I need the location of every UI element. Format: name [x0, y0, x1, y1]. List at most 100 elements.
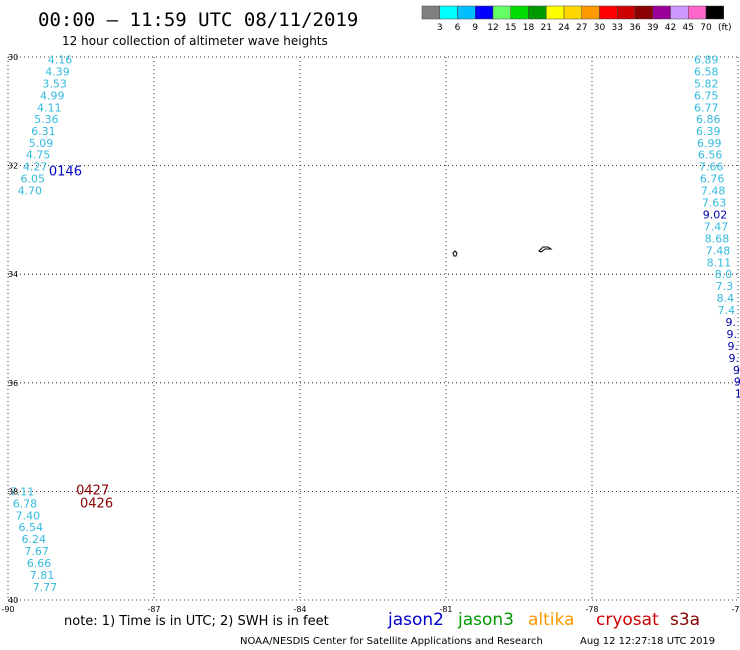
swh-value: 6.56 [698, 149, 723, 162]
scale-swatch [510, 5, 529, 20]
swh-value: 7.67 [24, 545, 49, 558]
swh-value: 9. [728, 352, 739, 365]
pass-time: 0426 [80, 496, 113, 511]
x-tick-label: -75 [731, 605, 740, 614]
timestamp: Aug 12 12:27:18 UTC 2019 [580, 636, 715, 647]
scale-swatch [581, 5, 600, 20]
swh-value: 6.66 [27, 557, 52, 570]
coastline-features [452, 246, 553, 257]
pass-time: 0146 [49, 165, 82, 180]
x-tick-label: -87 [147, 605, 160, 614]
swh-value: 7.4 [718, 304, 736, 317]
island-outline [452, 250, 458, 257]
pass-time: 0427 [76, 483, 109, 498]
scale-label: 70 [700, 23, 712, 33]
scale-swatch [705, 5, 724, 20]
swh-value: 9. [727, 328, 738, 341]
swh-value: 6.78 [13, 497, 38, 510]
scale-label: 42 [665, 23, 676, 33]
x-tick-label: -78 [585, 605, 598, 614]
island-outline [538, 246, 553, 253]
satellite-legend: jason2 jason3 altika cryosat s3a [387, 610, 700, 630]
scale-swatch [670, 5, 689, 20]
y-tick-label: 38 [8, 487, 18, 496]
swh-value: 7.63 [702, 197, 727, 210]
swh-value: 5.09 [29, 137, 54, 150]
chart-title: 00:00 – 11:59 UTC 08/11/2019 [38, 9, 358, 31]
scale-swatch [457, 5, 476, 20]
satellite-name: altika [528, 610, 575, 630]
satellite-name: cryosat [596, 610, 659, 630]
scale-swatch [492, 5, 511, 20]
scale-label: 36 [629, 23, 641, 33]
swh-value: 7.11 [10, 485, 35, 498]
y-tick-label: 32 [8, 162, 18, 171]
swh-value: 4.99 [40, 90, 65, 103]
swh-value: 6.58 [694, 66, 719, 79]
lat-lon-grid [7, 56, 739, 601]
scale-label: 24 [558, 23, 570, 33]
swh-value: 6.89 [694, 54, 719, 67]
swh-value: 6.05 [20, 173, 45, 186]
swh-value: 4.70 [18, 185, 43, 198]
scale-label: 18 [523, 23, 535, 33]
swh-value: 3.53 [42, 78, 67, 91]
color-scale-legend: 3 6 9 12 15 18 21 24 27 30 33 36 39 42 45 70 (ft) [421, 5, 732, 33]
swh-value: 7.3 [716, 280, 734, 293]
swh-value: 6.39 [696, 125, 721, 138]
swh-value: 9.02 [703, 208, 728, 221]
scale-swatch [599, 5, 618, 20]
chart-subtitle: 12 hour collection of altimeter wave hei… [62, 34, 328, 48]
scale-swatch [617, 5, 636, 20]
swh-value: 7.66 [699, 161, 724, 174]
scale-swatch [652, 5, 671, 20]
swh-value: 9. [728, 340, 739, 353]
scale-swatch [528, 5, 547, 20]
scale-label: 39 [647, 23, 659, 33]
scale-label: 30 [594, 23, 606, 33]
swh-value: 8.11 [707, 256, 732, 269]
swh-value: 6.54 [19, 521, 44, 534]
scale-swatch [546, 5, 565, 20]
scale-label: 9 [472, 23, 478, 33]
swh-value: 4.16 [48, 54, 73, 67]
scale-label: 33 [612, 23, 623, 33]
swh-value: 7.81 [30, 569, 55, 582]
swh-value: 5.36 [34, 113, 59, 126]
swh-value: 9 [733, 364, 740, 377]
swh-value: 6.24 [21, 533, 46, 546]
swh-value: 4.39 [45, 66, 70, 79]
credit-line: NOAA/NESDIS Center for Satellite Applica… [240, 636, 543, 647]
scale-label: 15 [505, 23, 516, 33]
swh-value: 5.82 [694, 78, 719, 91]
swh-value: 9 [734, 376, 740, 389]
x-tick-label: -81 [439, 605, 452, 614]
scale-swatch [475, 5, 494, 20]
scale-swatch [688, 5, 707, 20]
y-tick-label: 40 [8, 596, 18, 605]
satellite-name: s3a [670, 610, 700, 630]
scale-label: 12 [487, 23, 498, 33]
satellite-name: jason3 [457, 610, 514, 630]
x-tick-label: -90 [1, 605, 14, 614]
swh-value: 6.75 [694, 90, 719, 103]
scale-swatch [439, 5, 458, 20]
scale-swatch [563, 5, 582, 20]
swh-value: 8.4 [717, 292, 735, 305]
swh-value: 4.75 [26, 149, 51, 162]
swh-value: 8.0 [715, 268, 733, 281]
swh-value: 1 [735, 388, 740, 401]
swh-value: 8.68 [705, 232, 730, 245]
satellite-name: jason2 [387, 610, 444, 630]
swh-value: 7.47 [704, 220, 729, 233]
swh-value: 9. [726, 316, 737, 329]
swh-value: 6.99 [697, 137, 722, 150]
scale-label: 45 [683, 23, 694, 33]
scale-label: 27 [576, 23, 587, 33]
y-tick-label: 30 [8, 53, 18, 62]
altimeter-tracks: 4.164.393.534.994.115.366.315.094.754.27… [10, 54, 740, 594]
y-tick-label: 36 [8, 379, 18, 388]
swh-value: 7.40 [16, 509, 41, 522]
swh-value: 6.76 [700, 173, 725, 186]
